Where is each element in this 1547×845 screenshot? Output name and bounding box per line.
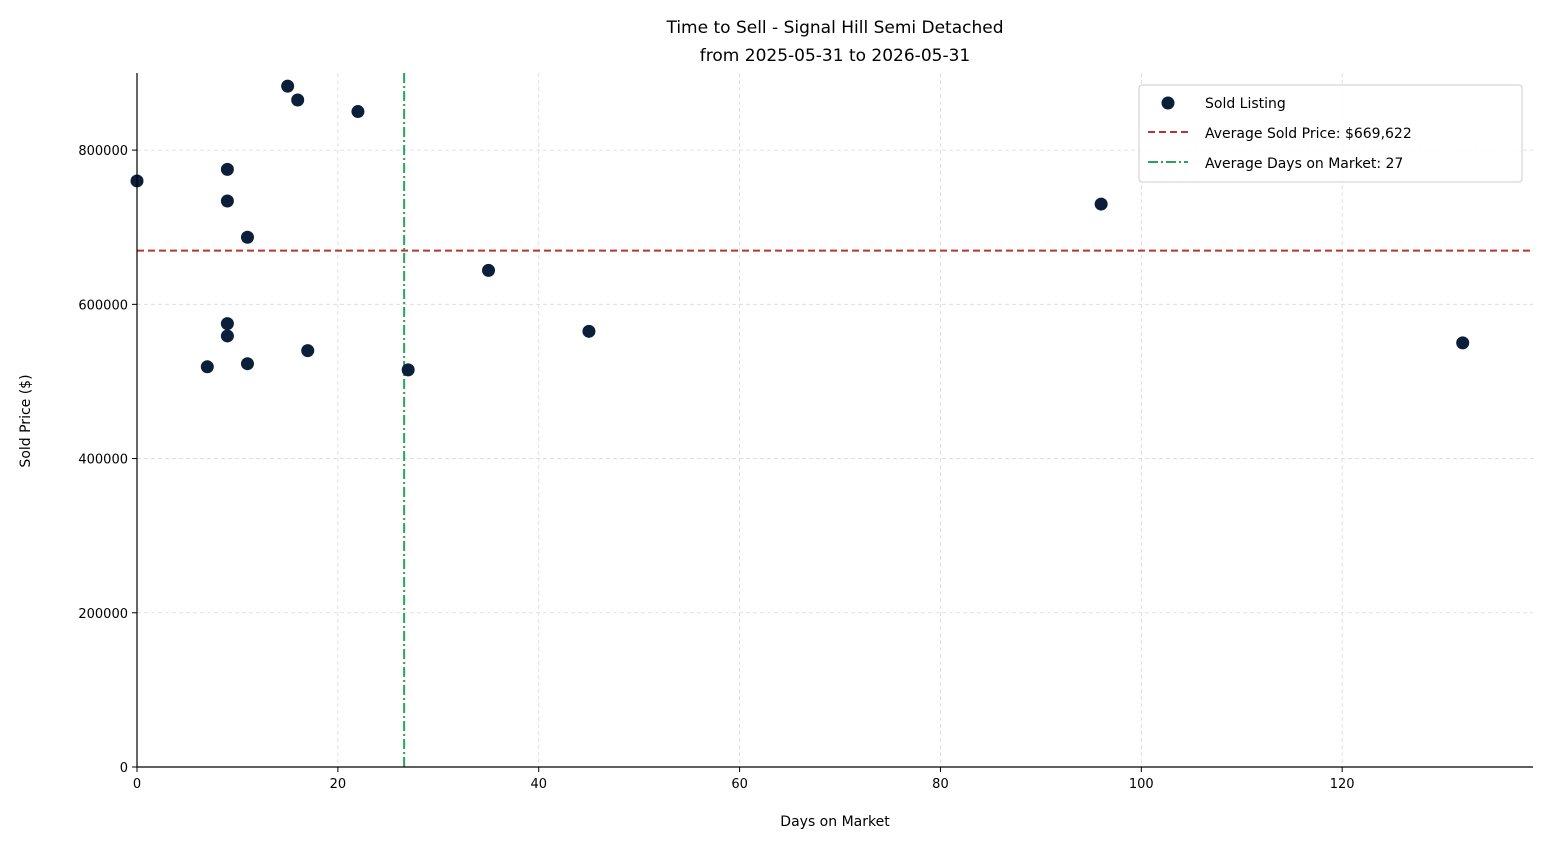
scatter-point — [240, 357, 254, 371]
scatter-point — [220, 162, 234, 176]
scatter-point — [200, 360, 214, 374]
scatter-point — [220, 194, 234, 208]
y-tick-label: 0 — [120, 761, 128, 776]
x-tick-label: 40 — [530, 777, 547, 792]
x-tick-label: 60 — [731, 777, 748, 792]
x-tick-label: 0 — [133, 777, 141, 792]
y-tick-label: 400000 — [78, 453, 128, 468]
legend-marker-sold-listing — [1161, 96, 1175, 110]
x-tick-label: 120 — [1330, 777, 1355, 792]
y-axis-label: Sold Price ($) — [18, 374, 34, 467]
legend-box — [1138, 84, 1523, 183]
scatter-point — [240, 230, 254, 244]
legend-label-average-sold-price: Average Sold Price: $669,622 — [1205, 126, 1412, 142]
scatter-point — [582, 324, 596, 338]
legend: Sold Listing Average Sold Price: $669,62… — [1138, 84, 1523, 183]
scatter-point — [351, 105, 365, 119]
scatter-point — [1094, 197, 1108, 211]
points-layer — [130, 79, 1470, 377]
chart-subtitle: from 2025-05-31 to 2026-05-31 — [700, 46, 970, 66]
y-tick-label: 200000 — [78, 607, 128, 622]
scatter-point — [220, 329, 234, 343]
reference-lines — [137, 73, 1533, 767]
scatter-point — [482, 263, 496, 277]
x-tick-label: 80 — [932, 777, 949, 792]
x-tick-label: 20 — [330, 777, 347, 792]
x-axis-label: Days on Market — [780, 814, 890, 830]
x-tick-label: 100 — [1129, 777, 1154, 792]
legend-label-sold-listing: Sold Listing — [1205, 96, 1286, 112]
ticks-layer: 0 20 40 60 80 100 120 0 200000 400000 600000 800000 — [78, 144, 1354, 792]
scatter-point — [281, 79, 295, 93]
scatter-point — [291, 93, 305, 107]
chart-title: Time to Sell - Signal Hill Semi Detached — [665, 18, 1003, 38]
legend-label-average-days: Average Days on Market: 27 — [1205, 156, 1403, 172]
axes-layer — [136, 73, 1533, 768]
y-tick-label: 600000 — [78, 298, 128, 313]
scatter-point — [220, 317, 234, 331]
scatter-point — [401, 363, 415, 377]
scatter-point — [1456, 336, 1470, 350]
scatter-point — [301, 344, 315, 358]
y-tick-label: 800000 — [78, 144, 128, 159]
